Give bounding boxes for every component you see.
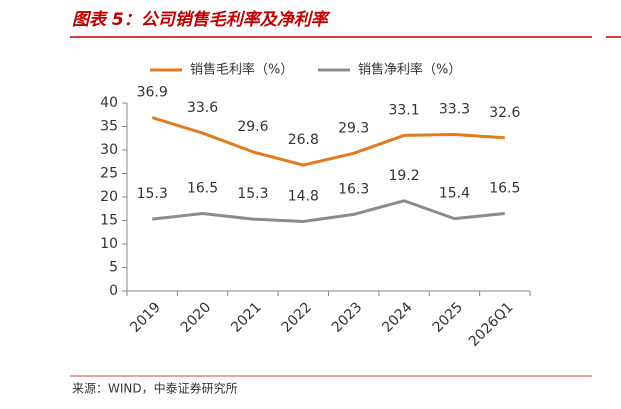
data-label: 16.5 (187, 180, 218, 196)
x-tick-label: 2022 (278, 299, 315, 336)
data-label: 16.3 (338, 181, 369, 197)
y-tick-label: 5 (109, 260, 118, 276)
y-tick-label: 35 (100, 119, 118, 135)
x-tick-label: 2026Q1 (466, 299, 517, 350)
data-label: 15.3 (137, 186, 168, 202)
data-label: 33.1 (388, 102, 419, 118)
data-label: 26.8 (288, 132, 319, 148)
y-tick-label: 25 (100, 166, 118, 182)
x-tick-label: 2021 (228, 299, 265, 336)
data-label: 16.5 (489, 180, 520, 196)
data-label: 29.6 (237, 119, 268, 135)
data-label: 33.3 (439, 101, 470, 117)
legend-label: 销售毛利率（%） (190, 62, 293, 78)
y-tick-label: 30 (100, 142, 118, 158)
x-tick-label: 2024 (379, 299, 416, 336)
x-tick-label: 2023 (329, 299, 366, 336)
y-tick-label: 0 (109, 283, 118, 299)
y-tick-label: 20 (100, 189, 118, 205)
data-label: 15.4 (439, 186, 470, 202)
x-tick-label: 2025 (430, 299, 467, 336)
data-label: 32.6 (489, 105, 520, 121)
data-label: 15.3 (237, 186, 268, 202)
data-label: 19.2 (388, 168, 419, 184)
data-label: 36.9 (137, 85, 168, 101)
chart-title: 图表 5：公司销售毛利率及净利率 (72, 10, 331, 30)
y-tick-label: 15 (100, 213, 118, 229)
x-tick-label: 2020 (178, 299, 215, 336)
legend-label: 销售净利率（%） (358, 62, 461, 78)
series-line (152, 199, 505, 223)
y-tick-label: 40 (100, 95, 118, 111)
x-tick-label: 2019 (127, 299, 164, 336)
series-line (151, 116, 505, 167)
data-label: 29.3 (338, 120, 369, 136)
y-tick-label: 10 (100, 236, 118, 252)
data-label: 14.8 (288, 188, 319, 204)
source: 来源：WIND，中泰证券研究所 (72, 381, 238, 396)
data-label: 33.6 (187, 100, 218, 116)
